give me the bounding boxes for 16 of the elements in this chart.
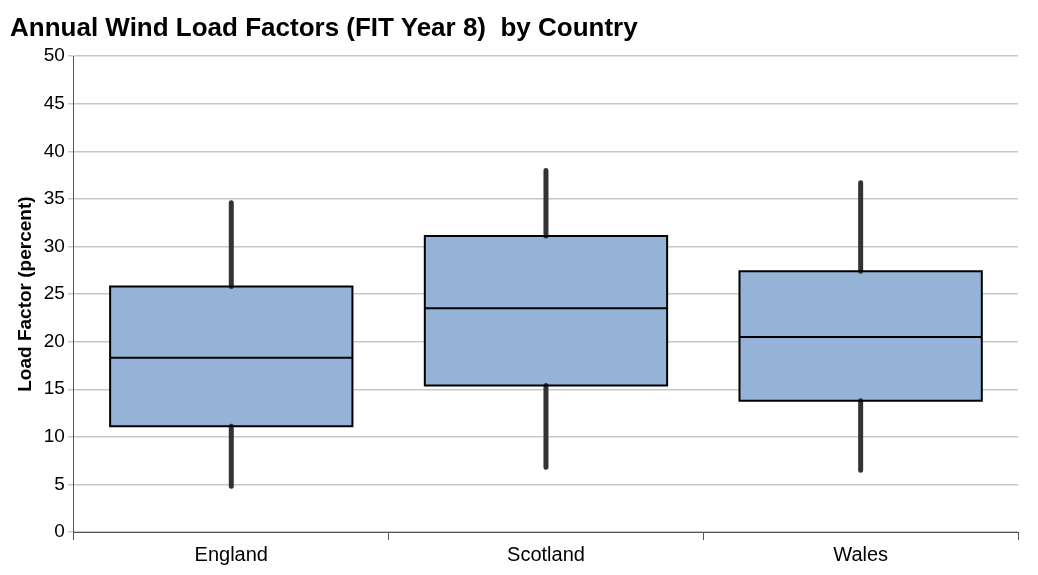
y-tick-label: 10: [43, 425, 65, 447]
y-tick-label: 50: [43, 44, 65, 66]
x-tick-label: Scotland: [507, 542, 585, 565]
y-tick-label: 5: [54, 472, 65, 494]
y-axis-title: Load Factor (percent): [13, 196, 35, 392]
y-tick-label: 20: [43, 329, 65, 351]
y-tick-label: 45: [43, 92, 65, 114]
y-tick-label: 40: [43, 139, 65, 161]
y-tick-label: 15: [43, 377, 65, 399]
chart-title: Annual Wind Load Factors (FIT Year 8) by Country: [10, 11, 639, 42]
y-tick-label: 0: [54, 520, 65, 542]
x-tick-label: Wales: [833, 542, 889, 565]
x-tick-label: England: [194, 542, 268, 565]
y-tick-label: 35: [43, 187, 65, 209]
y-tick-label: 25: [43, 282, 65, 304]
y-tick-label: 30: [43, 234, 65, 256]
